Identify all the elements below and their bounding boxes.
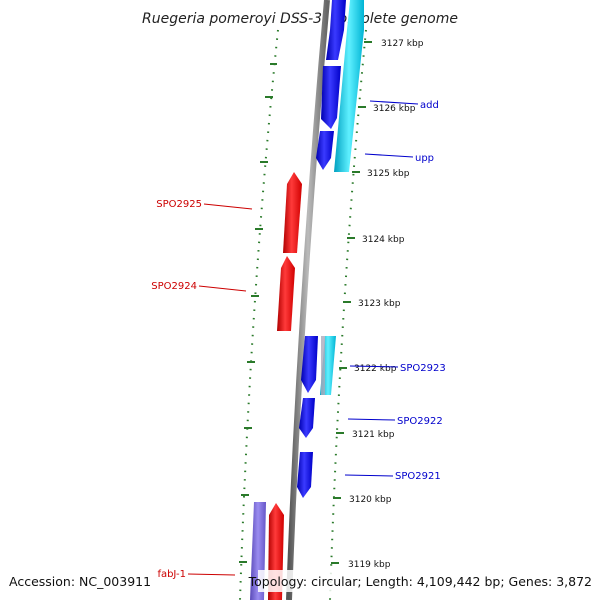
kbp-label: 3119 kbp xyxy=(348,560,391,570)
gene-label-spo2921[interactable]: SPO2921 xyxy=(395,471,441,482)
reverse-cds-track[interactable] xyxy=(268,172,302,600)
cds-reverse[interactable] xyxy=(283,172,302,253)
inner-tick-ring xyxy=(329,29,372,600)
kbp-label: 3122 kbp xyxy=(354,364,397,374)
cds-forward[interactable] xyxy=(326,0,346,60)
gene-label-spo2922[interactable]: SPO2922 xyxy=(397,416,443,427)
genome-summary: Topology: circular; Length: 4,109,442 bp… xyxy=(248,574,592,589)
leader-line xyxy=(344,474,394,477)
leader-line xyxy=(369,100,419,105)
cds-forward[interactable] xyxy=(297,452,313,498)
kbp-labels: 3127 kbp 3126 kbp 3125 kbp 3124 kbp 3123… xyxy=(348,39,424,570)
kbp-label: 3126 kbp xyxy=(373,104,416,114)
leader-line xyxy=(203,203,253,210)
forward-cds-track[interactable] xyxy=(297,0,346,498)
leader-line xyxy=(198,285,247,292)
gene-feature[interactable] xyxy=(321,336,325,395)
outer-tick-ring xyxy=(239,29,279,600)
gene-label-spo2923[interactable]: SPO2923 xyxy=(400,363,446,374)
gene-label-spo2924[interactable]: SPO2924 xyxy=(151,281,197,292)
map-title: Ruegeria pomeroyi DSS-3, complete genome xyxy=(142,11,458,27)
genome-backbone xyxy=(286,0,330,600)
gene-track xyxy=(320,0,364,395)
cds-forward[interactable] xyxy=(321,66,341,129)
kbp-label: 3123 kbp xyxy=(358,299,401,309)
kbp-label: 3121 kbp xyxy=(352,430,395,440)
leader-line xyxy=(364,153,414,158)
leader-line xyxy=(187,573,236,576)
cds-forward[interactable] xyxy=(316,131,334,170)
gene-feature[interactable] xyxy=(334,0,364,172)
cds-forward[interactable] xyxy=(299,398,315,438)
gene-label-spo2925[interactable]: SPO2925 xyxy=(156,199,202,210)
kbp-label: 3124 kbp xyxy=(362,235,405,245)
footer-bg xyxy=(258,570,600,592)
gene-label-fabj-1[interactable]: fabJ-1 xyxy=(157,569,186,580)
gene-label-add[interactable]: add xyxy=(420,100,439,111)
cds-reverse[interactable] xyxy=(277,256,295,331)
forward-gene-labels: add upp SPO2923 SPO2922 SPO2921 xyxy=(344,100,446,482)
leader-line xyxy=(349,365,399,368)
leader-line xyxy=(347,418,396,421)
cds-forward[interactable] xyxy=(301,336,318,393)
kbp-label: 3125 kbp xyxy=(367,169,410,179)
gene-label-upp[interactable]: upp xyxy=(415,153,434,164)
reverse-gene-labels: SPO2925 SPO2924 fabJ-1 xyxy=(151,199,253,580)
accession-label: Accession: NC_003911 xyxy=(9,574,151,589)
kbp-label: 3127 kbp xyxy=(381,39,424,49)
kbp-label: 3120 kbp xyxy=(349,495,392,505)
